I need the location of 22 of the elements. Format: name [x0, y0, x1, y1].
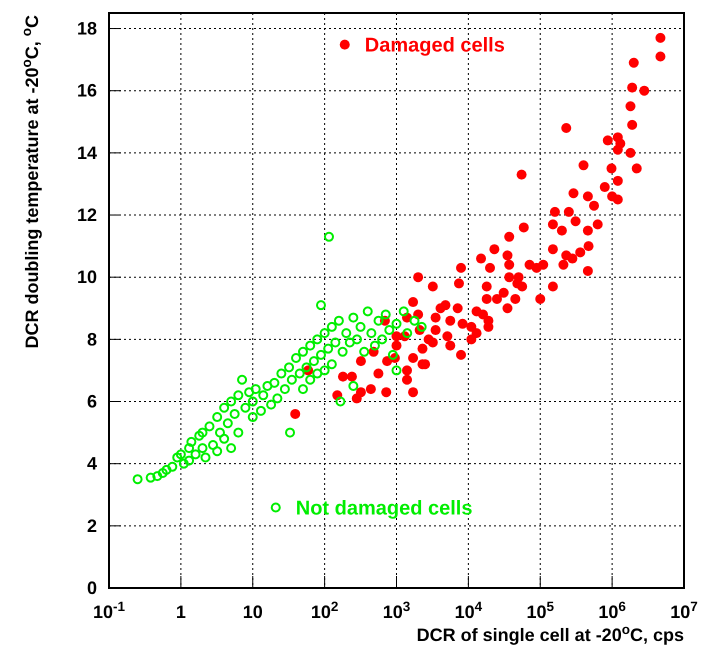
x-tick-label: 10: [242, 602, 263, 622]
x-tick-label: 10$^{6}$: [598, 598, 626, 622]
y-tick-label: 14: [76, 142, 97, 163]
y-tick-label: 16: [76, 80, 97, 101]
x-axis-title: DCR of single cell at -20$^{o}$C, cps: [416, 622, 684, 645]
y-tick-label: 4: [86, 454, 97, 474]
x-tick-label: 10$^{-1}$: [92, 598, 126, 622]
x-tick-label: 10$^{2}$: [310, 598, 338, 622]
x-tick-label: 10$^{5}$: [526, 598, 555, 622]
x-tick-label: 10$^{4}$: [454, 598, 483, 622]
y-tick-label: 10: [76, 267, 97, 288]
legend-label: Not damaged cells: [296, 498, 472, 520]
y-tick-label: 8: [86, 329, 97, 350]
x-tick-label: 1: [176, 602, 186, 622]
y-tick-label: 6: [86, 392, 97, 412]
y-tick-label: 18: [76, 18, 97, 39]
y-tick-label: 2: [86, 516, 97, 536]
legend-label: Damaged cells: [364, 34, 505, 57]
y-tick-label: 0: [86, 578, 97, 598]
y-tick-label: 12: [76, 205, 97, 226]
x-tick-label: 10$^{3}$: [382, 598, 411, 622]
x-tick-label: 10$^{7}$: [670, 598, 698, 622]
